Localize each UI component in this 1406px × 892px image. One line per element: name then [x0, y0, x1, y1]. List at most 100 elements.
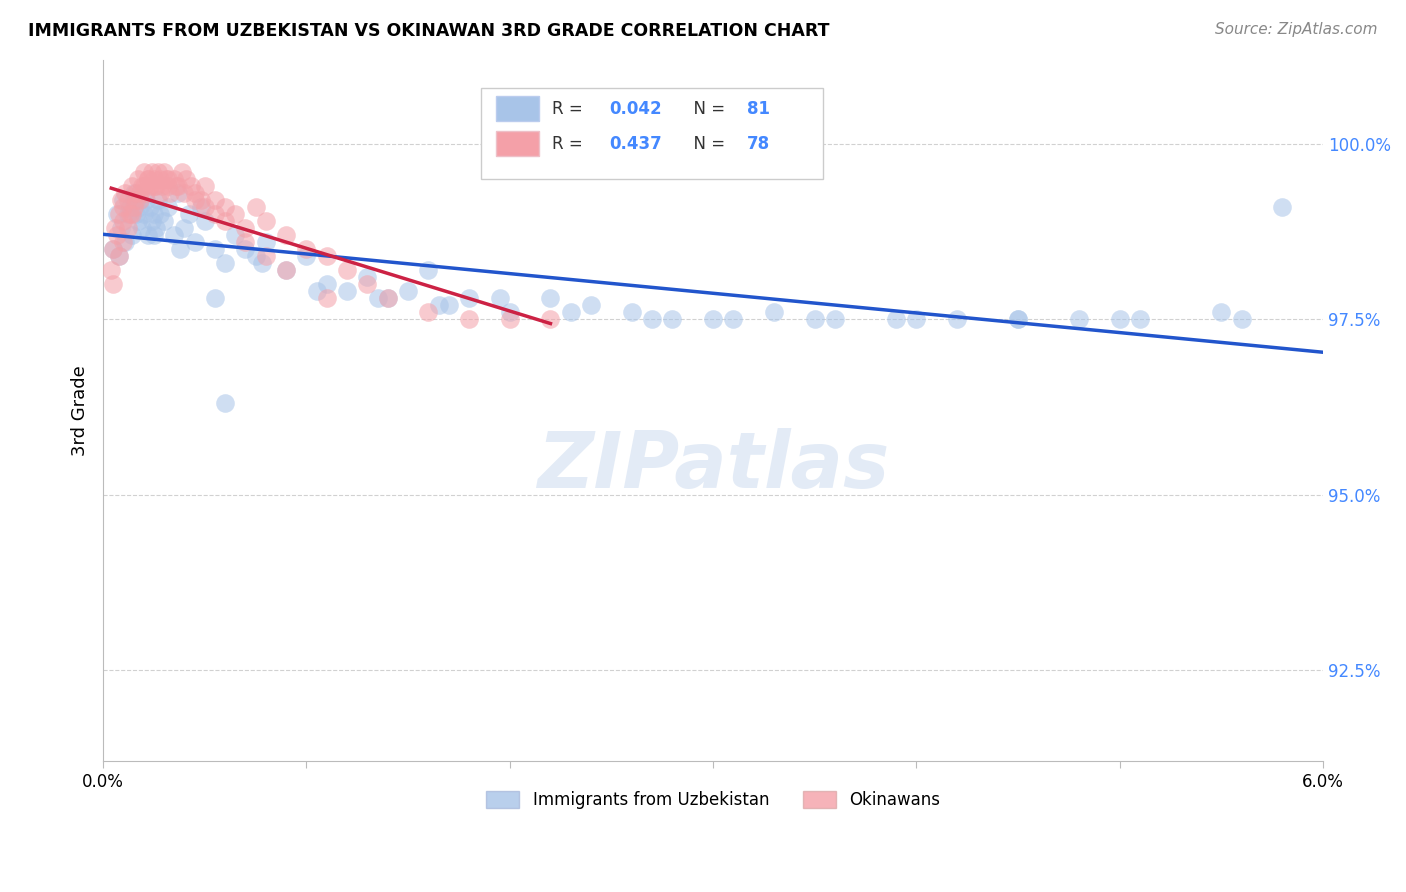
Text: R =: R = [553, 135, 588, 153]
Point [224, 227, 246, 242]
Point [235, 235, 257, 249]
Point [336, 284, 359, 298]
Point [427, 298, 450, 312]
Text: 0.437: 0.437 [609, 135, 662, 153]
Point [167, 178, 190, 193]
Point [108, 207, 131, 221]
Point [824, 312, 846, 326]
Point [183, 186, 205, 200]
Point [105, 207, 128, 221]
Point [155, 172, 177, 186]
Point [190, 193, 212, 207]
Point [377, 291, 399, 305]
Point [254, 235, 277, 249]
Point [276, 227, 298, 242]
Point [254, 214, 277, 228]
Point [418, 263, 440, 277]
Point [149, 172, 172, 186]
Point [560, 305, 582, 319]
FancyBboxPatch shape [496, 96, 538, 121]
Point [136, 172, 159, 186]
Point [1007, 312, 1029, 326]
Point [100, 263, 122, 277]
Point [143, 178, 166, 193]
Text: 81: 81 [748, 100, 770, 118]
Point [214, 200, 236, 214]
Point [250, 256, 273, 270]
Point [163, 227, 186, 242]
Point [620, 305, 643, 319]
Point [763, 305, 786, 319]
Point [172, 165, 194, 179]
Point [190, 200, 212, 214]
Point [488, 291, 510, 305]
Point [128, 193, 150, 207]
Point [124, 186, 146, 200]
Point [135, 186, 157, 200]
Text: R =: R = [553, 100, 588, 118]
Point [499, 305, 522, 319]
Point [884, 312, 907, 326]
Point [112, 214, 135, 228]
Point [146, 193, 169, 207]
Point [117, 221, 139, 235]
Point [183, 193, 205, 207]
FancyBboxPatch shape [481, 87, 823, 179]
Point [165, 178, 187, 193]
Point [418, 305, 440, 319]
Text: IMMIGRANTS FROM UZBEKISTAN VS OKINAWAN 3RD GRADE CORRELATION CHART: IMMIGRANTS FROM UZBEKISTAN VS OKINAWAN 3… [28, 22, 830, 40]
Point [499, 312, 522, 326]
Point [804, 312, 827, 326]
Point [214, 256, 236, 270]
Point [194, 178, 217, 193]
Point [121, 207, 143, 221]
Point [103, 277, 125, 291]
Point [132, 165, 155, 179]
Point [131, 221, 153, 235]
Point [235, 242, 257, 256]
Point [1108, 312, 1130, 326]
Point [157, 172, 180, 186]
Point [173, 186, 195, 200]
Point [641, 312, 664, 326]
Point [118, 207, 141, 221]
Point [114, 235, 136, 249]
Point [136, 227, 159, 242]
Point [141, 214, 163, 228]
Point [1211, 305, 1233, 319]
Point [214, 214, 236, 228]
Point [149, 207, 172, 221]
Point [194, 200, 217, 214]
Point [117, 207, 139, 221]
Point [145, 178, 167, 193]
Point [1069, 312, 1091, 326]
Point [122, 193, 145, 207]
Point [128, 200, 150, 214]
Point [167, 186, 190, 200]
Point [117, 193, 139, 207]
Point [128, 186, 150, 200]
Point [540, 291, 562, 305]
Point [157, 178, 180, 193]
Text: N =: N = [683, 100, 730, 118]
Point [204, 242, 226, 256]
Point [103, 242, 125, 256]
Point [356, 270, 378, 285]
Point [153, 165, 176, 179]
Point [108, 249, 131, 263]
Text: ZIPatlas: ZIPatlas [537, 428, 889, 505]
Point [276, 263, 298, 277]
Point [127, 172, 149, 186]
Point [224, 207, 246, 221]
Legend: Immigrants from Uzbekistan, Okinawans: Immigrants from Uzbekistan, Okinawans [479, 784, 946, 816]
Point [579, 298, 602, 312]
Point [396, 284, 419, 298]
Text: Source: ZipAtlas.com: Source: ZipAtlas.com [1215, 22, 1378, 37]
Point [1230, 312, 1253, 326]
Point [153, 214, 176, 228]
Point [276, 263, 298, 277]
Point [336, 263, 359, 277]
Point [112, 200, 135, 214]
Point [458, 291, 481, 305]
Point [315, 291, 337, 305]
